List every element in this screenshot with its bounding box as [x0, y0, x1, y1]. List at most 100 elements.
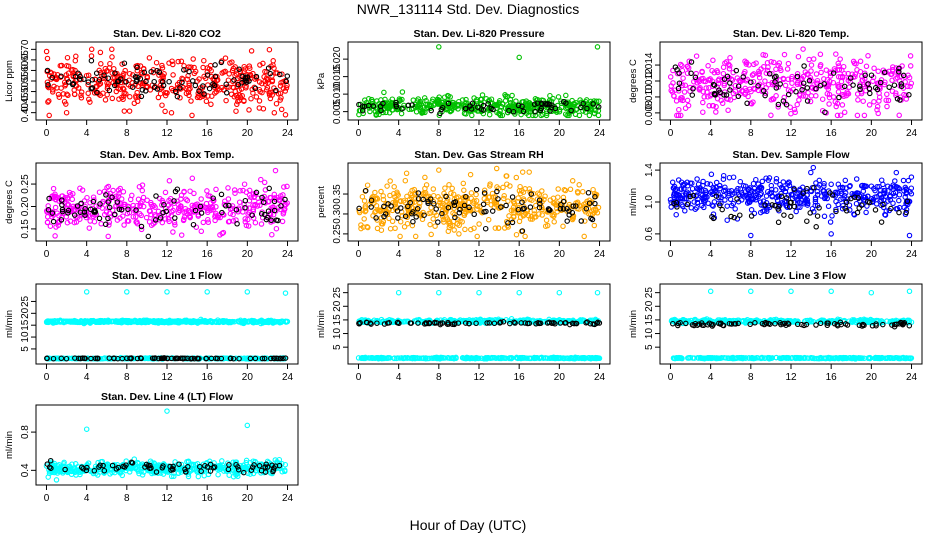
data-point [78, 89, 85, 95]
data-point [230, 211, 236, 218]
data-point [442, 202, 448, 208]
data-point [71, 91, 78, 97]
data-point [532, 108, 538, 115]
data-point [817, 51, 824, 58]
data-point [538, 105, 545, 112]
data-point [99, 205, 106, 211]
data-point [43, 319, 50, 325]
data-point [166, 178, 173, 184]
data-point [284, 73, 291, 79]
data-point [459, 219, 465, 225]
data-point [839, 67, 845, 73]
data-point [737, 212, 743, 218]
data-point [279, 218, 286, 225]
data-point [752, 189, 758, 195]
data-point [486, 111, 493, 118]
x-tick-label: 12 [785, 128, 797, 139]
data-point [44, 67, 51, 74]
data-point [92, 209, 99, 215]
data-point [724, 73, 731, 80]
data-point [217, 318, 224, 325]
data-point [409, 192, 415, 198]
data-point [837, 56, 843, 62]
data-point [134, 64, 140, 71]
data-point [387, 192, 393, 199]
data-point [55, 91, 62, 98]
data-point [667, 74, 674, 80]
data-point [273, 87, 279, 94]
data-point [782, 82, 789, 89]
data-point [536, 204, 543, 211]
data-point [271, 207, 278, 214]
data-point [576, 182, 582, 188]
data-point [675, 112, 682, 119]
data-point [877, 187, 884, 193]
data-point [556, 108, 563, 115]
data-point [438, 106, 445, 113]
data-point [105, 183, 112, 190]
x-tick-label: 0 [668, 128, 674, 139]
data-point [839, 102, 846, 108]
data-point [830, 79, 837, 86]
data-point [806, 56, 812, 63]
data-point [460, 180, 467, 187]
data-point [750, 99, 756, 105]
data-point [166, 218, 172, 225]
data-point [718, 97, 724, 104]
x-tick-label: 8 [748, 249, 754, 260]
data-point [684, 201, 691, 208]
data-point [127, 94, 133, 100]
data-point [509, 103, 516, 110]
data-point [97, 319, 104, 325]
data-point [813, 85, 819, 92]
data-point [445, 204, 452, 211]
x-tick-label: 8 [436, 128, 442, 139]
data-point [69, 81, 76, 88]
data-point [473, 191, 479, 198]
data-point [827, 219, 834, 225]
data-point [713, 104, 719, 110]
data-point [777, 181, 783, 188]
data-point [194, 94, 201, 101]
data-point [471, 95, 477, 101]
data-point [711, 199, 718, 205]
data-point [121, 60, 128, 66]
data-point [170, 229, 176, 235]
data-point [63, 109, 70, 116]
data-point [380, 100, 386, 107]
x-tick-label: 24 [906, 249, 918, 260]
data-point [773, 66, 779, 73]
data-point [880, 201, 886, 208]
data-point [144, 318, 150, 325]
data-point [106, 87, 113, 94]
y-tick-label: 5 [332, 344, 343, 350]
data-point [66, 189, 73, 196]
data-point [501, 225, 508, 231]
data-point [168, 319, 174, 326]
data-point [719, 206, 725, 213]
y-tick-label: 0.65 [20, 50, 31, 70]
data-point [258, 176, 264, 183]
data-point [237, 69, 244, 75]
data-point [516, 54, 522, 61]
data-point [45, 99, 51, 105]
data-point [748, 232, 754, 239]
data-point [139, 187, 146, 194]
data-point [795, 53, 802, 60]
data-point [685, 102, 692, 109]
data-point [82, 212, 88, 218]
data-point [876, 94, 883, 100]
data-point [517, 190, 524, 197]
data-point [689, 92, 696, 98]
data-point [807, 98, 814, 105]
y-tick-label: 0.60 [20, 60, 31, 80]
data-point [43, 48, 50, 55]
data-point [213, 186, 219, 193]
data-point [46, 112, 52, 119]
data-point [405, 203, 411, 210]
data-point [184, 197, 191, 204]
data-point [396, 96, 403, 102]
data-point [558, 201, 564, 208]
data-point [112, 211, 118, 218]
